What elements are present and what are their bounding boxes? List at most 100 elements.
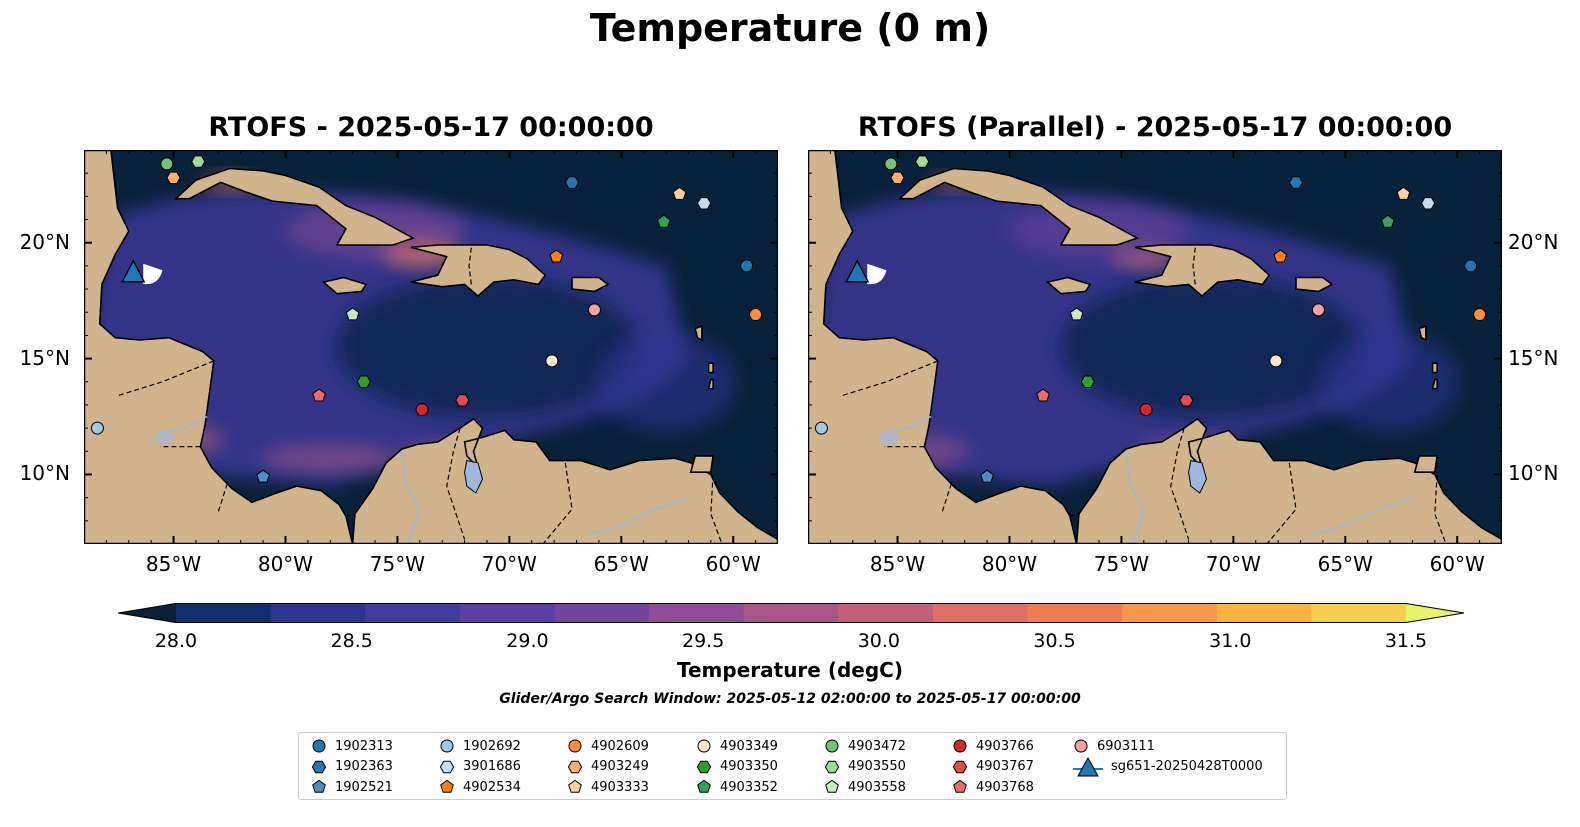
map-frame (808, 150, 1502, 544)
float-1902692[interactable] (90, 421, 104, 435)
river (162, 415, 208, 434)
colorbar-segment (459, 603, 555, 623)
legend-label: 4902534 (463, 779, 521, 795)
land-polygon (707, 362, 714, 374)
float-4903349[interactable] (1269, 354, 1283, 368)
float-4903550[interactable] (191, 155, 206, 168)
float-1902313[interactable] (1464, 259, 1478, 273)
map-panel-rtofs-parallel[interactable] (808, 150, 1502, 544)
float-4903352[interactable] (1380, 214, 1395, 228)
float-6903111[interactable] (1311, 303, 1325, 317)
float-4903249[interactable] (890, 171, 905, 184)
float-1902521[interactable] (980, 469, 994, 483)
float-4903349[interactable] (545, 354, 559, 368)
legend-marker[interactable] (696, 760, 712, 773)
float-1902521[interactable] (256, 469, 270, 483)
float-1902313[interactable] (740, 259, 754, 273)
float-legend-icon (568, 779, 582, 793)
colorbar-tick-label: 29.0 (506, 630, 549, 652)
land-polygon (321, 276, 368, 295)
float-4903767[interactable] (455, 394, 470, 407)
legend-marker[interactable] (824, 760, 840, 773)
float-6903111[interactable] (587, 303, 601, 317)
legend-marker[interactable] (568, 739, 582, 753)
legend-item: 4903550 (824, 757, 906, 777)
float-4903350[interactable] (1080, 375, 1095, 388)
float-4903472[interactable] (160, 157, 174, 171)
float-1902363[interactable] (1288, 176, 1304, 189)
y-tick-label-left: 15°N (19, 345, 70, 370)
panel-title-rtofs-parallel: RTOFS (Parallel) - 2025-05-17 00:00:00 (857, 112, 1453, 143)
float-4903768[interactable] (312, 388, 326, 402)
legend-marker[interactable] (1074, 739, 1088, 753)
colorbar-tick-label: 30.0 (857, 630, 900, 652)
legend-marker[interactable] (440, 739, 454, 753)
float-4903768[interactable] (1036, 388, 1050, 402)
land-polygon (1075, 417, 1502, 544)
legend: 1902313 1902363 1902521 1902692 3901686 49025… (298, 732, 1287, 800)
float-4903350[interactable] (356, 375, 371, 388)
float-3901686[interactable] (1420, 197, 1436, 210)
legend-marker[interactable] (825, 739, 839, 753)
float-4903766[interactable] (415, 403, 429, 417)
legend-marker[interactable] (697, 779, 711, 793)
x-tick-label: 70°W (1205, 552, 1261, 576)
float-4903558[interactable] (1069, 307, 1084, 321)
float-1902692[interactable] (814, 421, 828, 435)
float-4903558[interactable] (345, 307, 360, 321)
legend-marker[interactable] (567, 760, 583, 773)
float-3901686[interactable] (696, 197, 712, 210)
map-panel-rtofs[interactable] (84, 150, 778, 544)
legend-marker[interactable] (697, 739, 711, 753)
x-tick-label: 80°W (257, 552, 314, 576)
colorbar (117, 603, 1465, 623)
legend-label: 4903249 (591, 759, 649, 774)
float-4903766[interactable] (1139, 403, 1153, 417)
land-polygon (1134, 244, 1271, 298)
colorbar-segment (1027, 603, 1123, 623)
eastern-field (1320, 331, 1461, 432)
x-tick-label: 60°W (1429, 552, 1485, 576)
cool-basin (1060, 277, 1361, 417)
legend-marker[interactable] (440, 779, 454, 793)
legend-marker[interactable] (952, 760, 968, 773)
legend-marker[interactable] (439, 760, 455, 773)
country-border (1192, 247, 1196, 285)
legend-marker[interactable] (311, 760, 327, 773)
float-4903352[interactable] (656, 214, 671, 228)
y-tick-label-left: 10°N (19, 461, 70, 486)
colorbar-tick-label: 28.5 (330, 630, 373, 652)
legend-label: 1902313 (335, 738, 393, 754)
float-4902534[interactable] (1273, 249, 1288, 263)
glider-track (142, 263, 163, 285)
float-4903249[interactable] (166, 171, 181, 184)
float-4903550[interactable] (915, 155, 930, 168)
x-tick-label: 70°W (481, 552, 537, 576)
legend-item: 4903333 (567, 777, 649, 797)
legend-label: 4903767 (976, 759, 1034, 774)
float-1902363[interactable] (564, 176, 580, 189)
legend-marker[interactable] (825, 779, 839, 793)
float-4902609[interactable] (1473, 308, 1487, 322)
glider-marker[interactable] (121, 259, 146, 283)
float-4902534[interactable] (549, 249, 564, 263)
legend-marker[interactable] (312, 739, 326, 753)
legend-marker[interactable] (312, 779, 326, 793)
river (587, 496, 689, 536)
legend-marker[interactable] (953, 779, 967, 793)
legend-label: sg651-20250428T0000 (1111, 759, 1263, 774)
glider-marker[interactable] (845, 259, 870, 283)
float-4903333[interactable] (1396, 186, 1411, 200)
float-4903333[interactable] (672, 186, 687, 200)
float-4902609[interactable] (749, 308, 763, 322)
colorbar-svg (117, 603, 1465, 623)
land-polygon (351, 417, 778, 544)
legend-marker[interactable] (953, 739, 967, 753)
legend-item: 4903472 (824, 736, 906, 756)
float-4903767[interactable] (1179, 394, 1194, 407)
y-tick-label-right: 20°N (1508, 229, 1559, 254)
legend-marker[interactable] (568, 779, 582, 793)
float-legend-icon (825, 779, 839, 793)
float-4903472[interactable] (884, 157, 898, 171)
legend-item: sg651-20250428T0000 (1073, 756, 1263, 777)
